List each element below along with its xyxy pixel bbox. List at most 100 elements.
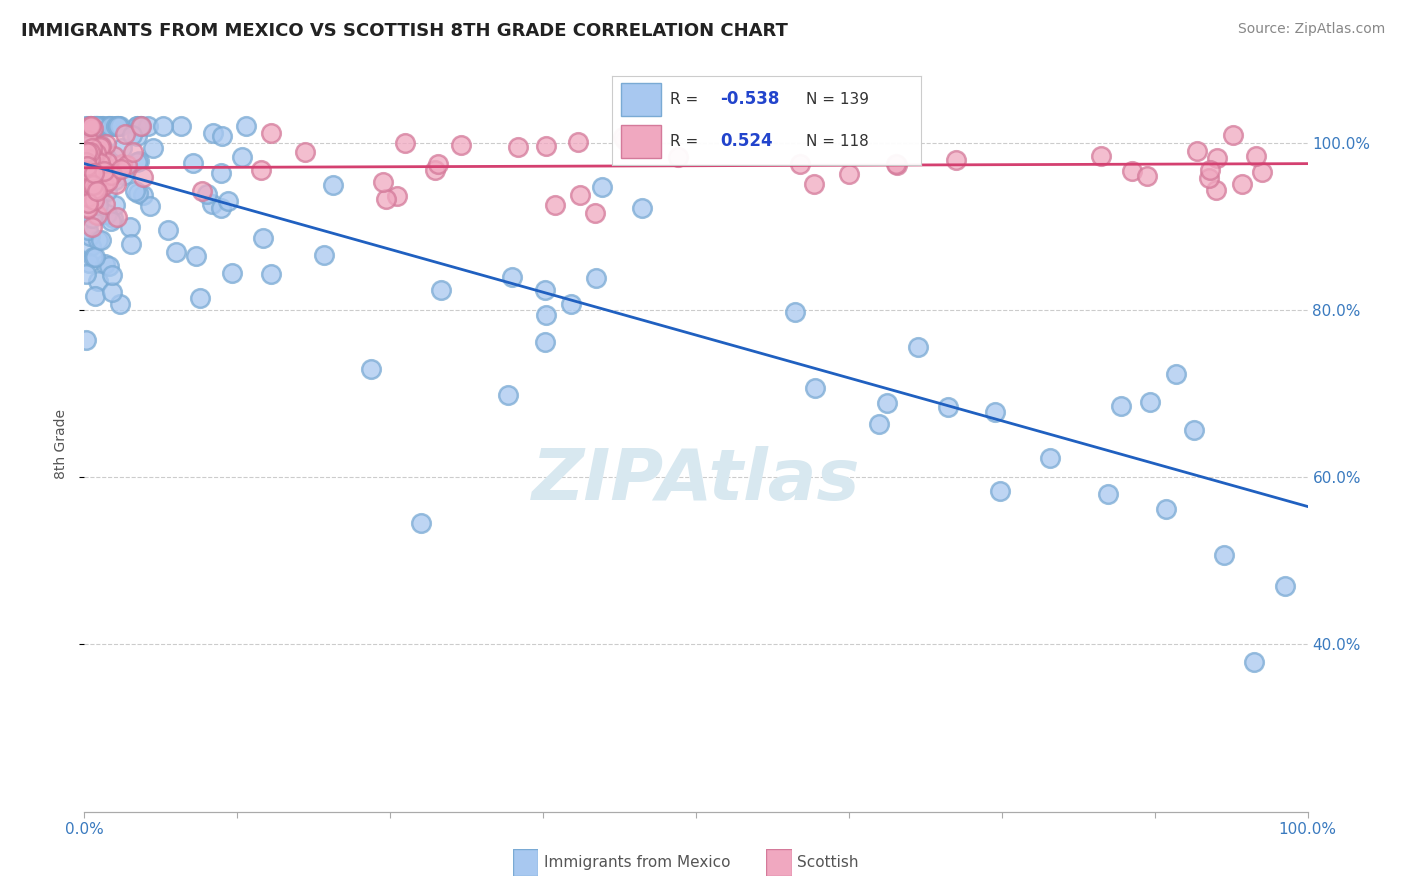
Point [614, 133, 637, 147]
Point [1243, 656, 1265, 670]
Point [97, 174, 120, 188]
Text: Source: ZipAtlas.com: Source: ZipAtlas.com [1237, 22, 1385, 37]
Point [567, 136, 589, 150]
Point [90, 152, 112, 166]
Point [82, 211, 104, 225]
Point [1244, 149, 1267, 163]
Point [79, 152, 101, 166]
Point [80, 162, 103, 177]
Point [534, 335, 557, 350]
Point [169, 119, 191, 133]
Point [84, 167, 107, 181]
Point [93, 143, 115, 157]
Point [375, 192, 398, 206]
Point [76, 159, 98, 173]
Point [128, 119, 150, 133]
Point [534, 308, 557, 322]
Point [82, 141, 104, 155]
Point [80, 165, 103, 179]
Point [1251, 165, 1274, 179]
Point [89, 119, 111, 133]
Point [426, 157, 449, 171]
Point [534, 138, 557, 153]
Point [87, 166, 110, 180]
Point [76, 172, 98, 186]
Point [86, 208, 108, 222]
Point [886, 158, 908, 172]
Point [83, 119, 105, 133]
Point [533, 284, 555, 298]
Point [152, 119, 174, 133]
Point [591, 180, 613, 194]
Point [75, 166, 97, 180]
Point [76, 202, 98, 216]
Point [127, 119, 149, 133]
Point [86, 184, 108, 198]
Point [93, 164, 115, 178]
Point [560, 297, 582, 311]
Point [76, 138, 98, 153]
Point [294, 145, 316, 159]
Point [90, 191, 112, 205]
Point [789, 156, 811, 170]
Point [120, 237, 142, 252]
Point [125, 129, 148, 144]
Point [83, 250, 105, 264]
Point [87, 197, 110, 211]
Point [104, 198, 127, 212]
Point [111, 140, 134, 154]
Point [409, 516, 432, 531]
Point [76, 158, 98, 172]
Point [89, 177, 111, 191]
Point [77, 202, 100, 216]
Point [77, 148, 100, 162]
Point [838, 167, 860, 181]
Point [79, 168, 101, 182]
Point [984, 405, 1007, 419]
Point [93, 164, 115, 178]
Point [868, 417, 890, 432]
Y-axis label: 8th Grade: 8th Grade [53, 409, 67, 479]
Point [124, 184, 146, 198]
Point [96, 155, 118, 169]
Point [80, 119, 103, 133]
Point [360, 362, 382, 376]
Point [98, 119, 121, 133]
Point [89, 140, 111, 154]
Point [423, 163, 446, 178]
Point [87, 274, 110, 288]
Point [90, 137, 112, 152]
Point [127, 154, 149, 169]
Point [79, 180, 101, 194]
Point [86, 150, 108, 164]
Point [1184, 423, 1206, 437]
Point [76, 133, 98, 147]
Point [129, 119, 152, 133]
Point [86, 146, 108, 161]
Point [1039, 451, 1062, 466]
Point [79, 165, 101, 179]
Point [142, 141, 165, 155]
Point [80, 162, 103, 177]
Point [1166, 368, 1188, 382]
Point [195, 186, 218, 201]
Point [77, 119, 100, 133]
Point [75, 155, 97, 169]
Point [387, 189, 409, 203]
Point [110, 161, 132, 176]
Text: N = 139: N = 139 [807, 92, 869, 107]
Point [75, 151, 97, 165]
Point [157, 223, 180, 237]
Point [77, 183, 100, 197]
Point [430, 283, 453, 297]
Point [82, 157, 104, 171]
Point [1206, 151, 1229, 165]
Text: R =: R = [671, 134, 703, 149]
Point [98, 119, 121, 133]
Point [100, 168, 122, 182]
Bar [621, 125, 661, 158]
Point [75, 267, 97, 281]
Point [209, 166, 232, 180]
Point [139, 199, 162, 213]
Point [612, 129, 634, 144]
